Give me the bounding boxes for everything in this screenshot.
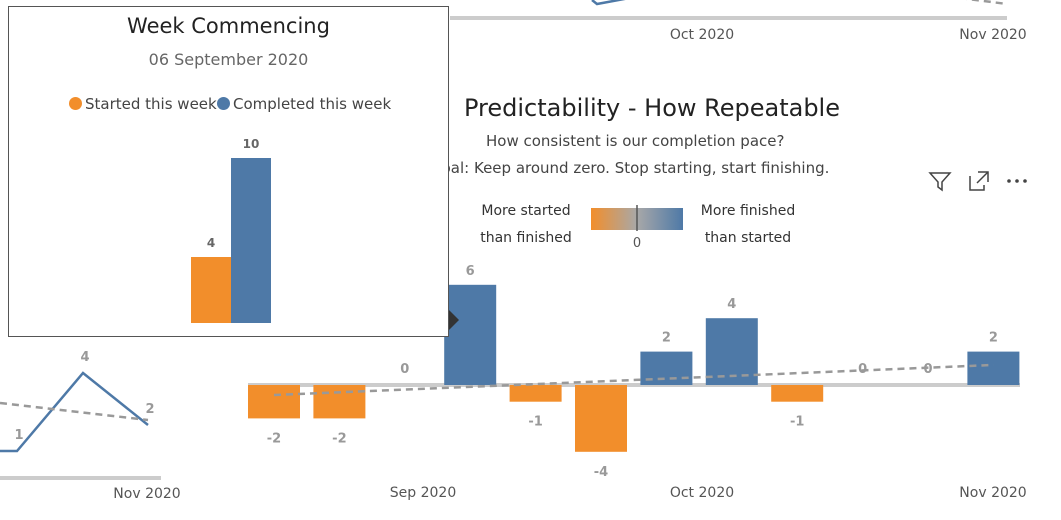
- legend-left-label: More started than finished: [470, 198, 582, 252]
- bar-value-label: -2: [332, 431, 346, 446]
- legend-left-line1: More started: [481, 203, 571, 219]
- tooltip-bar: [191, 257, 231, 323]
- filter-icon[interactable]: [927, 168, 953, 194]
- bar-value-label: 4: [727, 297, 736, 312]
- top-chart: Oct 2020 Nov 2020: [450, 0, 1027, 43]
- bar-value-label: 0: [400, 362, 409, 377]
- bar[interactable]: [509, 385, 562, 402]
- left-point-label: 4: [80, 350, 89, 365]
- bar[interactable]: [444, 284, 497, 385]
- chart-goal: Goal: Keep around zero. Stop starting, s…: [430, 159, 830, 177]
- bar-value-label: 0: [923, 362, 932, 377]
- tooltip-legend-started-label: Started this week: [85, 95, 217, 113]
- left-series-line: [0, 371, 149, 453]
- bar-value-label: 2: [989, 331, 998, 346]
- tooltip-bar-value-label: 10: [243, 137, 260, 151]
- x-tick-label: Sep 2020: [390, 485, 456, 501]
- trend-line: [273, 363, 994, 397]
- x-tick-label: Nov 2020: [959, 485, 1026, 501]
- focus-mode-icon[interactable]: [966, 168, 992, 194]
- legend-left-line2: than finished: [480, 230, 572, 246]
- chart-title: Predictability - How Repeatable: [464, 94, 840, 122]
- tooltip-pointer: [449, 310, 459, 330]
- tooltip-bar: [231, 158, 271, 323]
- tooltip: Week Commencing 06 September 2020 Starte…: [8, 6, 449, 337]
- bar[interactable]: [313, 385, 366, 419]
- tooltip-date: 06 September 2020: [148, 50, 309, 69]
- completed-dot-icon: [217, 97, 230, 110]
- bar[interactable]: [771, 385, 824, 402]
- x-tick-label: Oct 2020: [670, 485, 734, 501]
- bar-value-label: -1: [790, 415, 804, 430]
- bar-value-label: 6: [466, 264, 475, 279]
- legend-right-line1: More finished: [700, 203, 796, 219]
- bar[interactable]: [575, 385, 627, 452]
- started-dot-icon: [69, 97, 82, 110]
- legend-right-label: More finished than started: [690, 198, 806, 252]
- bar-value-label: -1: [528, 415, 542, 430]
- left-point-label: 1: [14, 428, 23, 443]
- left-month-label: Nov 2020: [113, 486, 180, 502]
- bar-value-label: 0: [858, 362, 867, 377]
- bar[interactable]: [967, 351, 1020, 385]
- left-chart: 1 4 2 Nov 2020: [0, 350, 181, 502]
- legend-zero-label: 0: [633, 236, 641, 251]
- chart-subtitle: How consistent is our completion pace?: [486, 132, 785, 150]
- bar[interactable]: [705, 318, 758, 385]
- bar-value-label: -2: [267, 431, 281, 446]
- bar[interactable]: [248, 385, 300, 419]
- left-trend-line: [0, 401, 149, 422]
- tooltip-legend-completed: Completed this week: [217, 95, 391, 113]
- tooltip-bar-chart: 4 10: [191, 137, 271, 323]
- tooltip-legend-started: Started this week: [69, 95, 217, 113]
- top-month-label: Nov 2020: [959, 27, 1026, 43]
- bar-value-label: 2: [662, 331, 671, 346]
- main-bar-chart: -2 -2 0 6 -1 -4 2 4 -1 0 0 2 Sep 2020 Oct 2020 Nov 20…: [248, 264, 1027, 501]
- more-options-icon[interactable]: [1004, 168, 1030, 194]
- tooltip-title: Week Commencing: [127, 14, 330, 38]
- tooltip-legend-completed-label: Completed this week: [233, 95, 392, 113]
- top-series-line: [591, 0, 626, 6]
- top-month-label: Oct 2020: [670, 27, 734, 43]
- tooltip-bar-value-label: 4: [207, 236, 215, 250]
- left-point-label: 2: [145, 402, 154, 417]
- legend-right-line2: than started: [704, 230, 792, 246]
- top-trend-line: [965, 0, 1008, 6]
- bar-value-label: -4: [594, 465, 608, 480]
